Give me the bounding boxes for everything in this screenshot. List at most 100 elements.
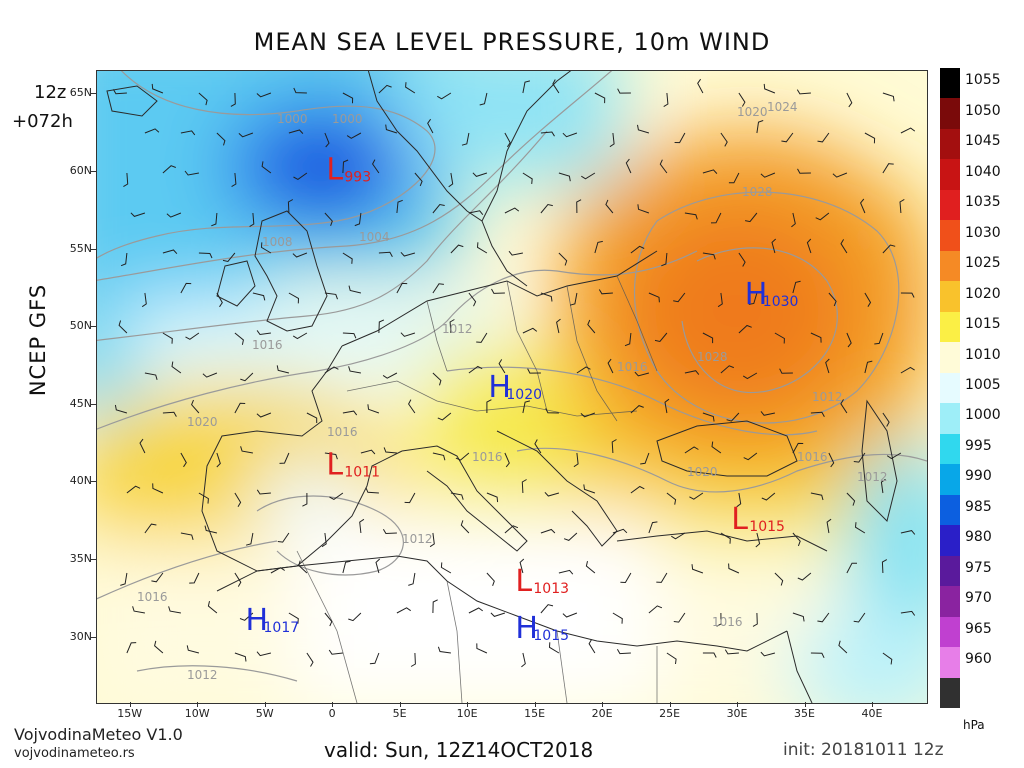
wind-barb (612, 528, 628, 534)
wind-barb (293, 172, 308, 180)
pressure-center-value: 1015 (749, 519, 785, 535)
wind-barb (249, 212, 255, 228)
colorbar-segment (940, 586, 960, 618)
wind-barb (404, 492, 416, 504)
wind-barb (189, 572, 200, 584)
wind-barb (144, 372, 158, 380)
wind-barb (792, 532, 801, 547)
colorbar-segment (940, 464, 960, 496)
longitude-label: 5E (392, 707, 407, 720)
colorbar-label: 975 (965, 559, 992, 576)
wind-barb (396, 282, 408, 294)
wind-barb (342, 92, 354, 104)
wind-barb (166, 212, 182, 218)
wind-barb (826, 518, 832, 534)
wind-barb (342, 332, 357, 339)
wind-barb (367, 404, 380, 414)
wind-barb (521, 479, 527, 494)
wind-barb (760, 411, 776, 416)
wind-barb (180, 130, 196, 136)
wind-barb (594, 240, 603, 254)
wind-barb (256, 412, 272, 418)
wind-barb (576, 199, 582, 214)
pressure-center-letter: H (488, 370, 511, 405)
latitude-tick (91, 559, 96, 561)
wind-barb (292, 252, 308, 258)
wind-barb (825, 358, 830, 374)
wind-barb (440, 562, 452, 574)
wind-barb (738, 252, 746, 267)
isobar-label: 1000 (277, 112, 308, 126)
longitude-label: 20E (591, 707, 613, 720)
wind-barb (408, 399, 416, 414)
wind-barb (585, 560, 596, 574)
wind-barb (287, 199, 294, 214)
wind-barb (558, 569, 574, 575)
colorbar-segment (940, 281, 960, 313)
wind-barb (245, 532, 254, 546)
pressure-center-value: 1013 (533, 581, 569, 597)
wind-barb (120, 252, 128, 267)
wind-barb (726, 412, 740, 422)
wind-barb (806, 238, 812, 254)
isobar-label: 1024 (767, 100, 798, 114)
wind-barb (342, 252, 353, 264)
longitude-label: 15E (524, 707, 546, 720)
wind-barb (736, 492, 742, 508)
wind-barb (838, 640, 848, 654)
wind-barb (797, 572, 812, 581)
wind-barb (240, 446, 253, 454)
isobar-label: 1000 (332, 112, 363, 126)
colorbar-label: 1030 (965, 224, 1001, 241)
pressure-map[interactable]: 1000 1000 1004 1008 1012 1016 1016 1020 1016 1016… (97, 71, 927, 703)
wind-barb (437, 412, 452, 421)
map-panel[interactable]: 1000 1000 1004 1008 1012 1016 1016 1020 1016 1016… (96, 70, 928, 704)
colorbar-label: 990 (965, 468, 992, 485)
wind-barb (385, 124, 398, 134)
wind-barb (130, 212, 146, 217)
wind-barb (448, 172, 454, 188)
wind-barb (468, 607, 483, 614)
pressure-center-letter: L (326, 448, 343, 483)
wind-barb (348, 366, 361, 374)
wind-barb (581, 172, 596, 180)
wind-barb (185, 332, 200, 340)
colorbar-label: 1025 (965, 255, 1001, 272)
wind-barb (637, 124, 650, 134)
wind-barb (544, 491, 560, 497)
wind-barb (408, 572, 416, 586)
isobar-label: 1012 (442, 322, 473, 336)
pressure-field (97, 71, 927, 703)
site-url[interactable]: vojvodinameteo.rs (14, 746, 135, 761)
wind-barb (191, 399, 200, 414)
wind-barb (498, 359, 506, 374)
wind-barb (216, 452, 221, 468)
wind-barb (288, 292, 300, 304)
wind-barb (437, 92, 452, 100)
wind-barb (684, 212, 698, 220)
wind-barb (882, 92, 895, 102)
init-time: init: 20181011 12z (783, 740, 944, 760)
isobar-label: 1012 (402, 532, 433, 546)
colorbar-label: 1015 (965, 316, 1001, 333)
wind-barb (756, 120, 764, 134)
latitude-label: 40N (69, 474, 92, 488)
wind-barb (238, 132, 254, 138)
wind-barb (486, 492, 499, 503)
wind-barb (490, 612, 506, 617)
wind-barb (588, 639, 596, 654)
wind-barb (886, 452, 902, 460)
wind-barb (432, 283, 444, 294)
colorbar-segment (940, 250, 960, 282)
model-name: NCEP GFS (26, 283, 50, 397)
wind-barb (382, 372, 398, 379)
wind-barb (810, 492, 824, 501)
wind-barb (702, 252, 716, 260)
wind-barb (324, 212, 333, 226)
wind-barb (540, 604, 554, 614)
colorbar-label: 1035 (965, 194, 1001, 211)
wind-barb (534, 439, 542, 454)
latitude-label: 35N (69, 552, 92, 566)
wind-barb (256, 330, 271, 336)
wind-barb (752, 612, 758, 627)
